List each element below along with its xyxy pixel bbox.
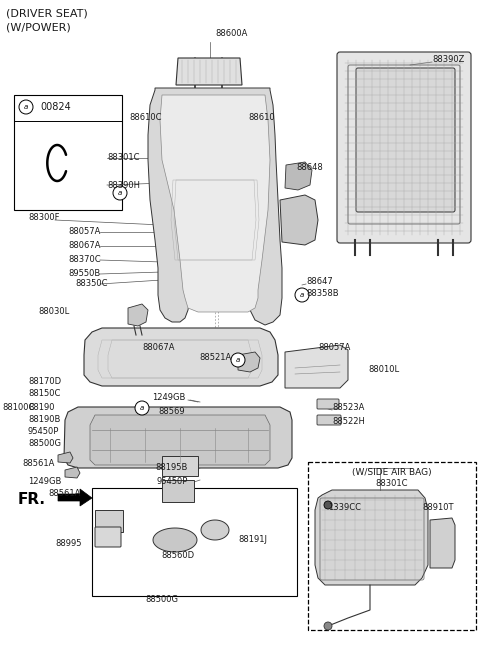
- Text: 1339CC: 1339CC: [328, 504, 361, 513]
- Text: 88500G: 88500G: [145, 596, 178, 604]
- Text: 88170D: 88170D: [28, 378, 61, 387]
- Text: 88561A: 88561A: [48, 489, 80, 498]
- Text: 89550B: 89550B: [68, 269, 100, 278]
- Text: 88301C: 88301C: [107, 154, 140, 162]
- Bar: [92, 488, 297, 596]
- Polygon shape: [64, 407, 292, 468]
- FancyBboxPatch shape: [356, 68, 455, 212]
- Text: 88500G: 88500G: [28, 439, 61, 448]
- Bar: [308, 462, 476, 630]
- FancyBboxPatch shape: [317, 399, 339, 409]
- Text: 88560D: 88560D: [162, 550, 195, 559]
- Text: 88030L: 88030L: [38, 308, 69, 317]
- Text: 88300F: 88300F: [28, 214, 60, 223]
- Text: 88522H: 88522H: [332, 417, 365, 426]
- Polygon shape: [430, 518, 455, 568]
- Circle shape: [324, 622, 332, 630]
- Polygon shape: [201, 520, 229, 540]
- Text: a: a: [118, 190, 122, 196]
- Text: 88358B: 88358B: [306, 289, 338, 299]
- Text: 88067A: 88067A: [68, 241, 100, 251]
- Polygon shape: [160, 95, 270, 312]
- Polygon shape: [65, 467, 80, 478]
- Text: 1249GB: 1249GB: [28, 478, 61, 487]
- Text: 88390H: 88390H: [107, 180, 140, 190]
- Polygon shape: [280, 195, 318, 245]
- Bar: [162, 480, 194, 502]
- Text: 88995: 88995: [56, 539, 82, 548]
- FancyBboxPatch shape: [95, 527, 121, 547]
- Polygon shape: [315, 490, 428, 585]
- Bar: [14, 95, 122, 210]
- Text: FR.: FR.: [18, 493, 46, 508]
- Text: 88647: 88647: [306, 278, 333, 286]
- Circle shape: [324, 501, 332, 509]
- Polygon shape: [58, 452, 73, 463]
- Polygon shape: [84, 328, 278, 386]
- Text: 88057A: 88057A: [68, 228, 100, 236]
- Polygon shape: [285, 345, 348, 388]
- Text: 88561A: 88561A: [22, 459, 54, 469]
- Bar: [162, 456, 198, 476]
- Text: 88648: 88648: [296, 164, 323, 173]
- Text: 88010L: 88010L: [368, 365, 399, 374]
- Text: 88610C: 88610C: [130, 114, 162, 123]
- Text: 88390Z: 88390Z: [432, 56, 464, 64]
- Circle shape: [231, 353, 245, 367]
- Text: 88569: 88569: [158, 408, 185, 417]
- Polygon shape: [148, 88, 282, 325]
- Circle shape: [19, 100, 33, 114]
- Circle shape: [113, 186, 127, 200]
- Text: 88195B: 88195B: [156, 463, 188, 472]
- Polygon shape: [128, 304, 148, 326]
- Text: 1249GB: 1249GB: [152, 393, 185, 402]
- Text: 88057A: 88057A: [318, 343, 350, 352]
- Polygon shape: [238, 352, 260, 372]
- Text: 88370C: 88370C: [68, 256, 101, 265]
- Bar: [95, 510, 123, 532]
- Text: 88610: 88610: [248, 114, 275, 123]
- Text: a: a: [236, 357, 240, 363]
- Text: (W/POWER): (W/POWER): [6, 22, 71, 32]
- Circle shape: [295, 288, 309, 302]
- Text: (DRIVER SEAT): (DRIVER SEAT): [6, 8, 88, 18]
- Text: 88350C: 88350C: [75, 280, 108, 289]
- Text: 88190B: 88190B: [28, 415, 60, 424]
- Text: 88100C: 88100C: [2, 404, 35, 413]
- Text: 88910T: 88910T: [422, 504, 454, 513]
- Polygon shape: [176, 58, 242, 85]
- Text: 88521A: 88521A: [200, 354, 232, 363]
- Text: a: a: [300, 292, 304, 298]
- Text: 95450P: 95450P: [28, 428, 60, 437]
- Text: a: a: [140, 405, 144, 411]
- Polygon shape: [285, 162, 312, 190]
- Text: a: a: [24, 104, 28, 110]
- Text: 88301C: 88301C: [376, 480, 408, 489]
- Text: 88190: 88190: [28, 404, 55, 413]
- Circle shape: [135, 401, 149, 415]
- Text: (W/SIDE AIR BAG): (W/SIDE AIR BAG): [352, 467, 432, 476]
- Text: 88523A: 88523A: [332, 404, 364, 413]
- Text: 88067A: 88067A: [143, 343, 175, 352]
- Text: 88150C: 88150C: [28, 389, 60, 398]
- Text: 88191J: 88191J: [238, 535, 267, 545]
- Text: 88600A: 88600A: [215, 29, 247, 38]
- FancyBboxPatch shape: [337, 52, 471, 243]
- Text: 00824: 00824: [40, 102, 71, 112]
- Text: 95450P: 95450P: [156, 478, 188, 487]
- Polygon shape: [90, 415, 270, 465]
- Polygon shape: [153, 528, 197, 552]
- FancyBboxPatch shape: [317, 415, 341, 425]
- Polygon shape: [58, 489, 92, 506]
